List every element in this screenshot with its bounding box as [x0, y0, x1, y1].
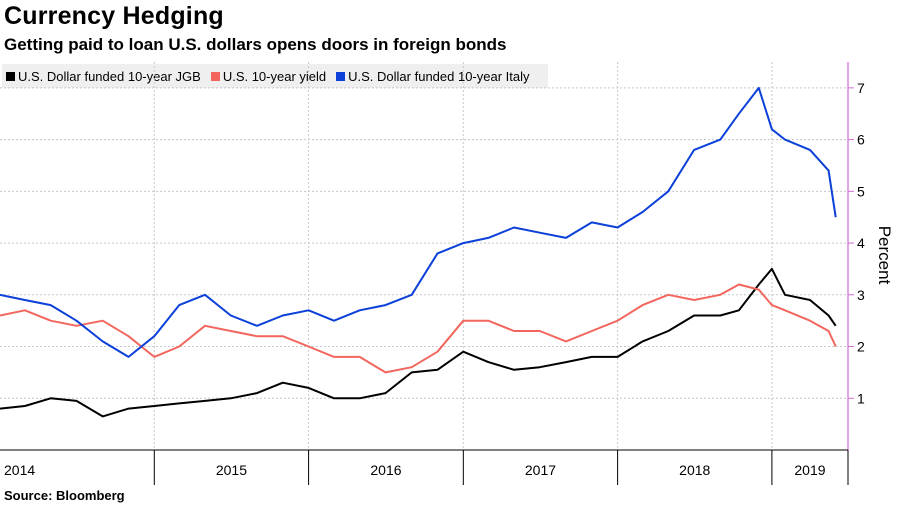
y-tick-label-7: 7	[857, 80, 865, 96]
series-line-jgb	[0, 267, 837, 418]
y-tick-label-6: 6	[857, 132, 865, 148]
y-tick-label-5: 5	[857, 183, 865, 199]
legend-label-us10: U.S. 10-year yield	[222, 68, 327, 84]
y-axis-title: Percent	[875, 226, 894, 285]
series-lines	[0, 86, 837, 418]
axes: 1 2 3 4 5 6 7 2014 2015 2016 2017 2018 2019	[0, 62, 865, 485]
y-tick-label-3: 3	[857, 287, 865, 303]
x-tick-label-2016: 2016	[370, 462, 401, 478]
y-tick-label-1: 1	[857, 390, 865, 406]
legend: U.S. Dollar funded 10-year JGB U.S. 10-y…	[2, 64, 548, 88]
x-tick-label-2017: 2017	[525, 462, 556, 478]
legend-item-jgb: U.S. Dollar funded 10-year JGB	[6, 69, 201, 84]
legend-swatch-italy	[336, 71, 346, 81]
chart-subtitle: Getting paid to loan U.S. dollars opens …	[4, 35, 507, 54]
x-tick-label-2015: 2015	[216, 462, 247, 478]
legend-swatch-jgb	[6, 71, 15, 81]
series-line-us10-yield	[0, 283, 837, 374]
chart-title: Currency Hedging	[4, 2, 224, 30]
legend-item-italy: U.S. Dollar funded 10-year Italy	[336, 68, 530, 84]
legend-label-jgb: U.S. Dollar funded 10-year JGB	[18, 68, 201, 84]
series-line-italy	[0, 86, 837, 358]
x-tick-label-2014: 2014	[4, 462, 35, 478]
grid-lines	[0, 62, 848, 450]
y-tick-label-4: 4	[857, 235, 865, 251]
x-tick-label-2019: 2019	[794, 462, 825, 478]
source-note: Source: Bloomberg	[4, 488, 125, 503]
legend-swatch-us10	[210, 71, 220, 81]
y-tick-label-2: 2	[857, 339, 865, 355]
x-tick-label-2018: 2018	[679, 462, 710, 478]
legend-label-italy: U.S. Dollar funded 10-year Italy	[348, 68, 530, 84]
legend-item-us10: U.S. 10-year yield	[210, 68, 327, 84]
